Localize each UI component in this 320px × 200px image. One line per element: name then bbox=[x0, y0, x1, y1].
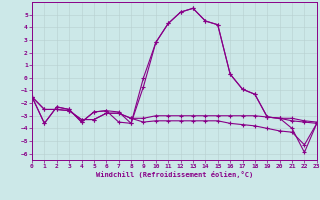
X-axis label: Windchill (Refroidissement éolien,°C): Windchill (Refroidissement éolien,°C) bbox=[96, 171, 253, 178]
